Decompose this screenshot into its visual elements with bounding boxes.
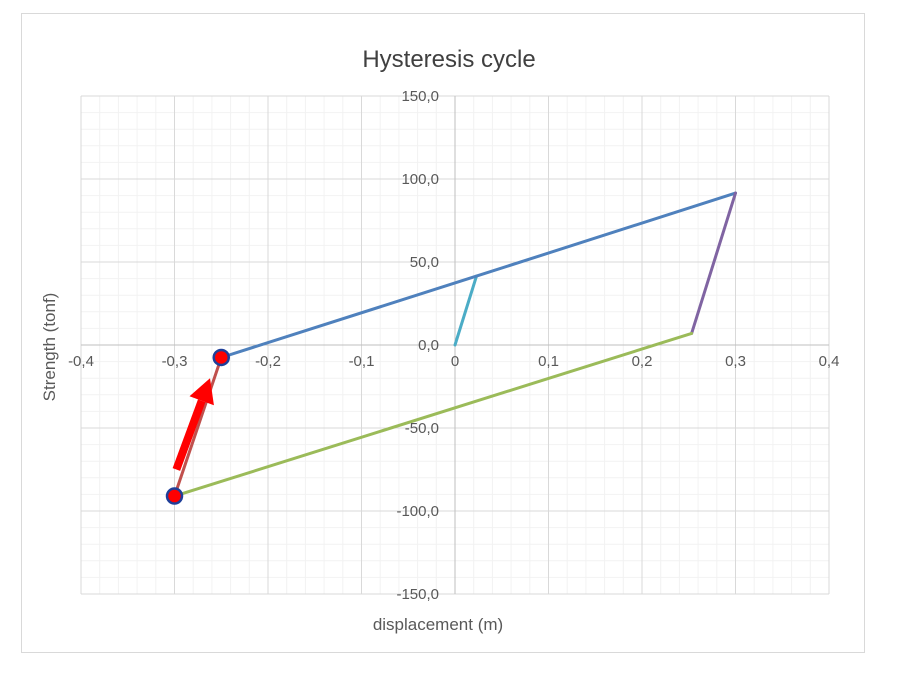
series-line-2 bbox=[219, 191, 737, 359]
series-line-3 bbox=[690, 191, 737, 335]
tick-labels: -0,4 -0,3 -0,2 -0,1 0 0,1 0,2 0,3 0,4 150,0 100,0 5… bbox=[68, 88, 839, 603]
x-tick-label: 0,1 bbox=[538, 353, 559, 370]
x-tick-label: -0,3 bbox=[162, 353, 188, 370]
y-tick-label: 50,0 bbox=[410, 254, 439, 271]
x-tick-label: 0,3 bbox=[725, 353, 746, 370]
x-axis-title: displacement (m) bbox=[373, 615, 503, 634]
y-tick-label: -100,0 bbox=[396, 503, 439, 520]
data-marker-2 bbox=[165, 487, 184, 505]
y-tick-label: -150,0 bbox=[396, 586, 439, 603]
x-tick-label: -0,1 bbox=[349, 353, 375, 370]
x-tick-label: -0,2 bbox=[255, 353, 281, 370]
chart-area: -0,4 -0,3 -0,2 -0,1 0 0,1 0,2 0,3 0,4 150,0 100,0 5… bbox=[21, 13, 865, 653]
series-line-1 bbox=[453, 274, 478, 347]
y-tick-label: 150,0 bbox=[401, 88, 439, 105]
y-tick-label: 100,0 bbox=[401, 171, 439, 188]
x-tick-label: 0 bbox=[451, 353, 459, 370]
data-markers bbox=[165, 348, 230, 505]
y-tick-label: 0,0 bbox=[418, 337, 439, 354]
annotation-arrow-shaft bbox=[172, 399, 206, 471]
hysteresis-chart: -0,4 -0,3 -0,2 -0,1 0 0,1 0,2 0,3 0,4 150,0 100,0 5… bbox=[40, 46, 839, 634]
data-marker-1 bbox=[212, 348, 230, 367]
series-lines bbox=[173, 191, 737, 498]
x-tick-label: 0,2 bbox=[632, 353, 653, 370]
y-axis-title: Strength (tonf) bbox=[40, 293, 59, 402]
series-line-4 bbox=[173, 331, 694, 498]
annotation-arrow-head bbox=[189, 378, 214, 406]
y-tick-label: -50,0 bbox=[405, 420, 439, 437]
x-tick-label: -0,4 bbox=[68, 353, 94, 370]
annotations bbox=[172, 378, 214, 471]
chart-title: Hysteresis cycle bbox=[362, 46, 535, 73]
x-tick-label: 0,4 bbox=[819, 353, 840, 370]
series-line-5 bbox=[173, 356, 223, 498]
